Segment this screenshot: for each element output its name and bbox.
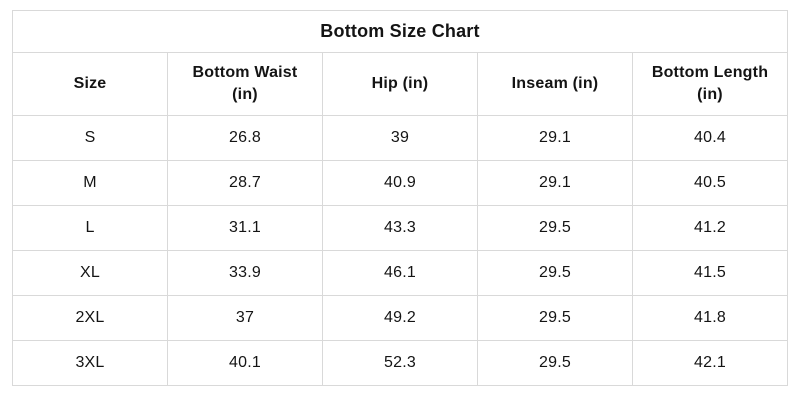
hip-cell: 43.3 xyxy=(322,205,478,251)
column-header-inseam: Inseam (in) xyxy=(477,52,633,116)
table-row-xl: XL 33.9 46.1 29.5 41.5 xyxy=(12,250,788,296)
size-cell: M xyxy=(12,160,168,206)
size-cell: XL xyxy=(12,250,168,296)
bottom-length-cell: 41.2 xyxy=(632,205,788,251)
bottom-length-cell: 40.5 xyxy=(632,160,788,206)
table-row-s: S 26.8 39 29.1 40.4 xyxy=(12,115,788,161)
size-cell: 3XL xyxy=(12,340,168,386)
hip-cell: 40.9 xyxy=(322,160,478,206)
inseam-cell: 29.1 xyxy=(477,160,633,206)
size-cell: 2XL xyxy=(12,295,168,341)
table-title-row: Bottom Size Chart xyxy=(12,10,788,53)
table-row-2xl: 2XL 37 49.2 29.5 41.8 xyxy=(12,295,788,341)
inseam-cell: 29.5 xyxy=(477,205,633,251)
hip-cell: 46.1 xyxy=(322,250,478,296)
table-header-row: Size Bottom Waist (in) Hip (in) Inseam (… xyxy=(12,52,788,116)
bottom-waist-cell: 33.9 xyxy=(167,250,323,296)
bottom-waist-cell: 26.8 xyxy=(167,115,323,161)
bottom-waist-cell: 31.1 xyxy=(167,205,323,251)
bottom-waist-cell: 28.7 xyxy=(167,160,323,206)
size-cell: L xyxy=(12,205,168,251)
column-header-bottom-length: Bottom Length (in) xyxy=(632,52,788,116)
bottom-size-chart-table: Bottom Size Chart Size Bottom Waist (in)… xyxy=(12,10,788,386)
size-cell: S xyxy=(12,115,168,161)
bottom-length-cell: 41.5 xyxy=(632,250,788,296)
inseam-cell: 29.1 xyxy=(477,115,633,161)
bottom-length-cell: 41.8 xyxy=(632,295,788,341)
hip-cell: 52.3 xyxy=(322,340,478,386)
column-header-size: Size xyxy=(12,52,168,116)
inseam-cell: 29.5 xyxy=(477,295,633,341)
inseam-cell: 29.5 xyxy=(477,340,633,386)
bottom-length-cell: 40.4 xyxy=(632,115,788,161)
hip-cell: 49.2 xyxy=(322,295,478,341)
table-row-m: M 28.7 40.9 29.1 40.5 xyxy=(12,160,788,206)
inseam-cell: 29.5 xyxy=(477,250,633,296)
bottom-length-cell: 42.1 xyxy=(632,340,788,386)
table-title: Bottom Size Chart xyxy=(12,10,788,53)
column-header-hip: Hip (in) xyxy=(322,52,478,116)
hip-cell: 39 xyxy=(322,115,478,161)
table-row-l: L 31.1 43.3 29.5 41.2 xyxy=(12,205,788,251)
table-row-3xl: 3XL 40.1 52.3 29.5 42.1 xyxy=(12,340,788,386)
bottom-waist-cell: 37 xyxy=(167,295,323,341)
column-header-bottom-waist: Bottom Waist (in) xyxy=(167,52,323,116)
bottom-waist-cell: 40.1 xyxy=(167,340,323,386)
